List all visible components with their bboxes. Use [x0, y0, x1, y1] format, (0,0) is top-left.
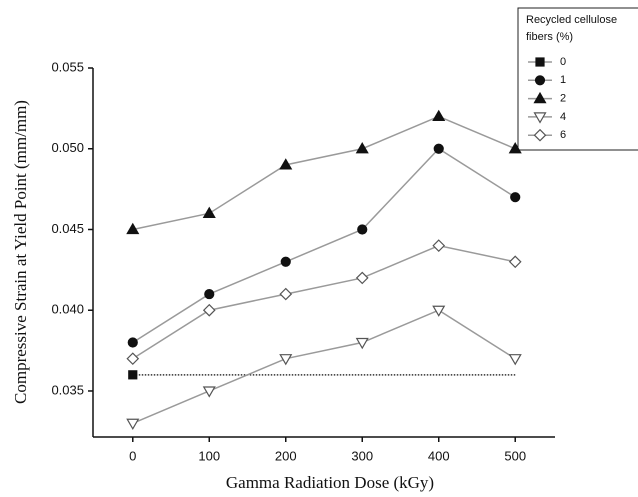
x-tick-label: 300	[351, 448, 373, 463]
legend-marker	[533, 112, 547, 124]
data-point	[432, 305, 446, 317]
y-axis-label: Compressive Strain at Yield Point (mm/mm…	[11, 100, 30, 404]
data-point	[202, 386, 216, 398]
y-tick-label: 0.035	[51, 382, 84, 397]
data-point	[279, 158, 293, 170]
y-tick-label: 0.040	[51, 302, 84, 317]
legend-marker	[533, 91, 547, 104]
x-tick-label: 100	[198, 448, 220, 463]
x-axis-label: Gamma Radiation Dose (kGy)	[226, 473, 434, 492]
series-line	[132, 115, 516, 231]
data-point	[279, 354, 293, 366]
data-point	[126, 352, 140, 366]
y-tick-label: 0.055	[51, 59, 84, 74]
legend-marker	[535, 57, 545, 67]
data-point	[355, 337, 369, 350]
x-tick-label: 500	[504, 448, 526, 463]
x-tick-label: 0	[129, 448, 136, 463]
series-line	[132, 309, 516, 424]
data-point	[433, 143, 444, 154]
data-point	[432, 239, 446, 252]
legend-title: Recycled cellulose	[526, 14, 617, 26]
data-point	[128, 370, 138, 380]
data-point	[508, 142, 522, 154]
series-line	[132, 244, 516, 360]
data-point	[126, 222, 140, 235]
legend-title: fibers (%)	[526, 31, 573, 43]
x-tick-label: 400	[428, 448, 450, 463]
y-tick-label: 0.045	[51, 221, 84, 236]
legend-marker	[534, 75, 546, 86]
legend-label: 6	[560, 129, 566, 141]
legend-label: 4	[560, 111, 566, 123]
data-point	[202, 206, 216, 218]
legend-label: 2	[560, 93, 566, 105]
data-point	[508, 255, 522, 269]
x-tick-label: 200	[275, 448, 297, 463]
legend-label: 0	[560, 56, 566, 68]
y-tick-label: 0.050	[51, 140, 84, 155]
data-point	[432, 109, 446, 122]
data-point	[508, 354, 522, 366]
data-point	[204, 288, 215, 300]
series-line	[132, 147, 516, 344]
data-point	[127, 337, 138, 348]
data-point	[510, 192, 521, 203]
data-point	[279, 287, 293, 301]
legend-label: 1	[560, 74, 566, 86]
data-point	[202, 303, 216, 317]
data-point	[357, 224, 368, 235]
data-point	[280, 256, 291, 267]
legend-marker	[533, 128, 547, 142]
data-point	[355, 142, 369, 154]
data-point	[126, 418, 140, 430]
data-point	[355, 271, 369, 285]
